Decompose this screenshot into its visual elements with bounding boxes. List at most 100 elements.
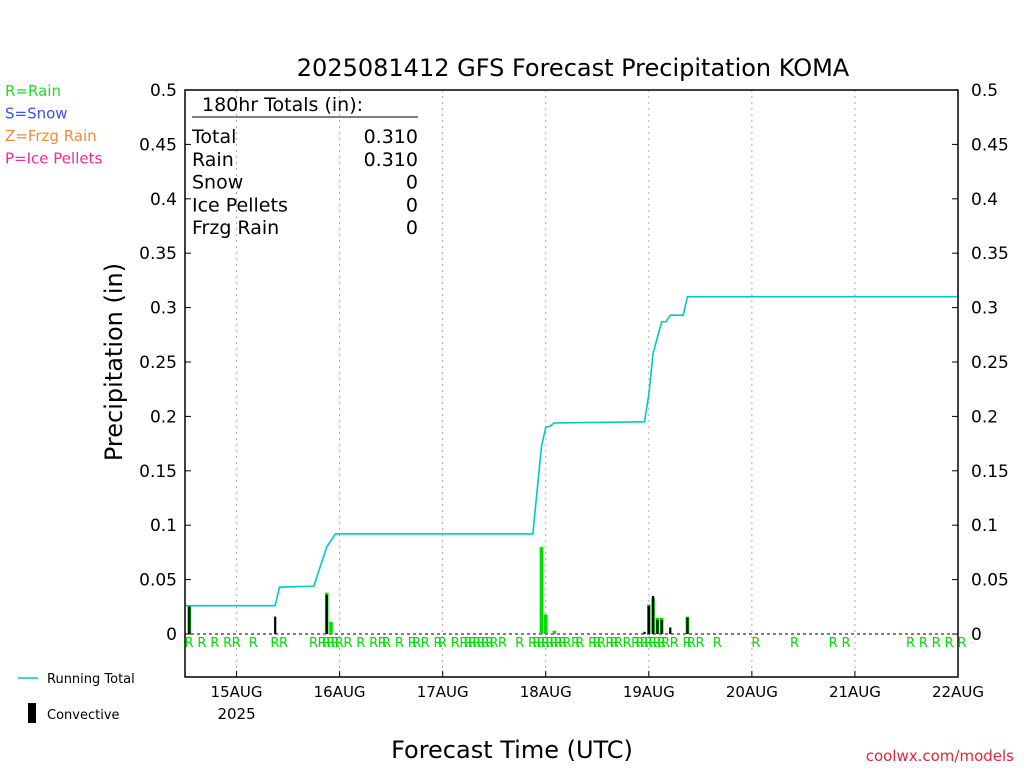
x-tick-year: 2025 [217,705,255,723]
x-axis-label: Forecast Time (UTC) [391,736,633,764]
precip-type-code: R [343,636,352,651]
precip-type-code: R [575,636,584,651]
y-tick-label: 0.1 [150,516,177,536]
running-total-line [185,295,958,607]
precip-type-code: R [631,636,640,651]
y-tick-label: 0.05 [139,571,177,591]
x-tick-label: 20AUG [726,683,778,701]
totals-label: Snow [192,172,243,194]
precip-type-code: R [232,636,241,651]
y-tick-label: 0.5 [971,81,998,101]
y-tick-label: 0.05 [971,571,1009,591]
precip-type-code: R [957,636,966,651]
convective-legend-swatch [28,703,36,723]
convective-bar [651,595,655,634]
totals-label: Rain [192,149,234,171]
precip-type-code: R [906,636,915,651]
convective-bar [686,617,689,634]
precip-type-code: R [550,636,559,651]
precip-type-code: R [610,636,619,651]
convective-bar [656,619,659,634]
precip-type-code: R [842,636,851,651]
y-tick-label: 0.35 [139,244,177,264]
convective-bar [669,627,672,634]
x-axis: 15AUG 2025 16AUG 17AUG 18AUG 19AUG 20AUG 21AUG 2… [211,671,984,723]
precip-type-code: R [408,636,417,651]
y-tick-label: 0.45 [971,135,1009,155]
type-legend-entry: P=Ice Pellets [5,150,102,168]
precip-type-code: R [605,636,614,651]
precip-type-code: R [623,636,632,651]
x-tick-label: 21AUG [829,683,881,701]
gridlines [185,90,958,677]
precip-type-code: R [326,636,335,651]
rain-bar [539,546,544,634]
precip-type-code: R [322,636,331,651]
y-tick-label: 0 [166,625,177,645]
precip-type-code: R [330,636,339,651]
totals-value: 0 [406,194,418,216]
convective-bar [660,619,663,634]
precip-type-code: R [588,636,597,651]
precip-type-code: R [464,636,473,651]
y-tick-label: 0.1 [971,516,998,536]
precip-type-code: R [498,636,507,651]
rain-bars [187,546,690,634]
precip-type-code: R [223,636,232,651]
precip-type-code: R [476,636,485,651]
plot-frame [184,89,959,678]
precip-type-code: R [541,636,550,651]
convective-legend-label: Convective [47,708,120,723]
running-total-legend-label: Running Total [47,672,135,687]
y-tick-label: 0.15 [139,462,177,482]
precip-type-code: R [309,636,318,651]
precip-type-code: R [640,636,649,651]
totals-label: Ice Pellets [192,194,288,216]
precip-type-code: R [614,636,623,651]
x-tick-label: 18AUG [520,683,572,701]
totals-label: Frzg Rain [192,217,279,239]
y-tick-label: 0.25 [139,353,177,373]
precip-type-code: R [657,636,666,651]
totals-value: 0.310 [364,126,418,148]
type-legend-entry: S=Snow [5,105,68,123]
precip-type-code: R [434,636,443,651]
x-tick-label: 15AUG [211,683,263,701]
y-tick-label: 0.2 [150,407,177,427]
precip-type-code: R [412,636,421,651]
totals-box: 180hr Totals (in): Total 0.310 Rain 0.310 Sn… [191,94,418,239]
precip-type-code: R [790,636,799,651]
precip-type-legend: R=Rain S=Snow Z=Frzg Rain P=Ice Pellets [5,82,102,168]
precip-type-code: R [335,636,344,651]
convective-bar [188,605,191,634]
precip-type-code: R [696,636,705,651]
convective-bar [274,616,277,634]
precip-type-code: R [687,636,696,651]
y-tick-label: 0.15 [971,462,1009,482]
precip-type-code: R [919,636,928,651]
type-legend-entry: Z=Frzg Rain [5,127,97,145]
precip-type-code: R [356,636,365,651]
precip-type-code: R [571,636,580,651]
y-axis-right: 0 0.05 0.1 0.15 0.2 0.25 0.3 0.35 0.4 0.45 0.5 [952,81,1009,645]
y-tick-label: 0.45 [139,135,177,155]
precip-type-code: R [683,636,692,651]
precip-type-code: R [713,636,722,651]
chart-title: 2025081412 GFS Forecast Precipitation KO… [297,54,850,82]
y-tick-label: 0.5 [150,81,177,101]
precip-type-code: R [670,636,679,651]
precip-type-code: R [562,636,571,651]
y-tick-label: 0 [971,625,982,645]
x-tick-label: 22AUG [932,683,984,701]
precip-type-code: R [592,636,601,651]
totals-label: Total [191,126,236,148]
rain-bar [329,622,333,634]
y-tick-label: 0.25 [971,353,1009,373]
precip-type-code: R [184,636,193,651]
totals-value: 0 [406,217,418,239]
precip-type-code: R [378,636,387,651]
precip-type-code: R [653,636,662,651]
precip-type-code: R [644,636,653,651]
y-tick-label: 0.4 [971,190,998,210]
